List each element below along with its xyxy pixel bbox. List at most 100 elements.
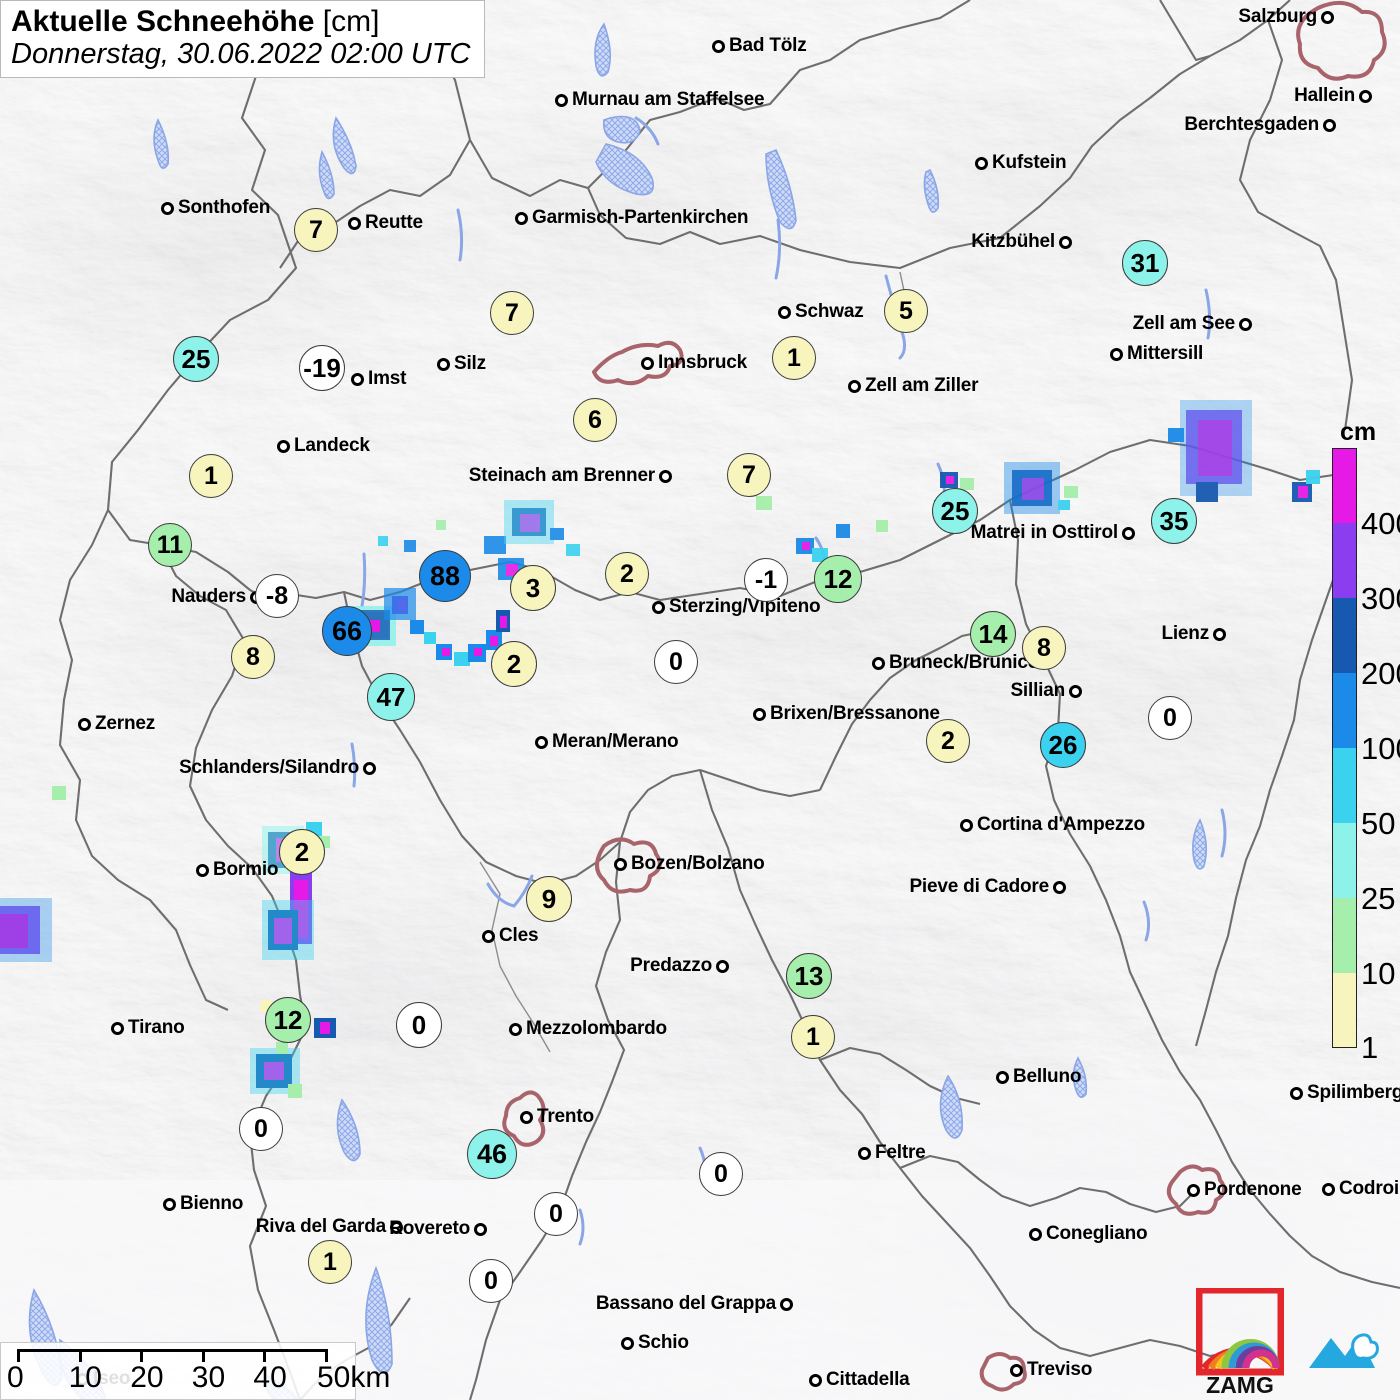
station-value-bubble[interactable]: 0 xyxy=(534,1192,578,1236)
geosphere-mountain-icon xyxy=(1309,1333,1379,1368)
station-value-bubble[interactable]: 2 xyxy=(491,641,537,687)
station-value-bubble[interactable]: 88 xyxy=(419,550,471,602)
station-value-bubble[interactable]: 47 xyxy=(367,673,415,721)
station-value-bubble[interactable]: 11 xyxy=(148,523,192,567)
place-label: Meran/Merano xyxy=(552,731,679,752)
station-value-bubble[interactable]: 12 xyxy=(265,997,311,1043)
place-dot-icon xyxy=(1053,880,1066,894)
station-value-bubble[interactable]: 1 xyxy=(772,336,816,380)
place-dot-icon xyxy=(363,761,376,775)
place-marker: Cortina d'Ampezzo xyxy=(960,814,1145,836)
colorbar-tick-label: 400 xyxy=(1361,506,1400,541)
place-label: Pordenone xyxy=(1204,1179,1302,1200)
station-value-bubble[interactable]: 12 xyxy=(814,555,862,603)
place-marker: Pordenone xyxy=(1187,1179,1302,1201)
station-value-bubble[interactable]: 25 xyxy=(173,336,219,382)
place-dot-icon xyxy=(196,863,209,877)
place-marker: Mezzolombardo xyxy=(509,1018,667,1040)
place-dot-icon xyxy=(652,600,665,614)
place-label: Bienno xyxy=(180,1193,244,1214)
station-value-bubble[interactable]: 2 xyxy=(605,552,649,596)
station-value-bubble[interactable]: 2 xyxy=(279,829,325,875)
station-value-bubble[interactable]: -19 xyxy=(299,345,345,391)
place-dot-icon xyxy=(1321,10,1334,24)
place-marker: Cittadella xyxy=(809,1369,910,1391)
place-label: Bormio xyxy=(213,859,279,880)
station-value-bubble[interactable]: 7 xyxy=(490,291,534,335)
station-value-bubble[interactable]: 46 xyxy=(467,1129,517,1179)
place-label: Murnau am Staffelsee xyxy=(572,89,765,110)
place-label: Landeck xyxy=(294,435,370,456)
station-value-bubble[interactable]: 25 xyxy=(932,488,978,534)
colorbar-band: 10 xyxy=(1332,898,1395,989)
colorbar-band: 50 xyxy=(1332,748,1395,839)
place-marker: Rovereto xyxy=(389,1218,487,1240)
place-marker: Bassano del Grappa xyxy=(596,1293,793,1315)
colorbar-unit-label: cm xyxy=(1340,418,1377,446)
place-dot-icon xyxy=(858,1146,871,1160)
title-text: Aktuelle Schneehöhe xyxy=(11,5,315,38)
station-value-bubble[interactable]: 9 xyxy=(526,876,572,922)
station-value-bubble[interactable]: 0 xyxy=(469,1259,513,1303)
place-dot-icon xyxy=(1290,1086,1303,1100)
station-value-bubble[interactable]: 0 xyxy=(239,1107,283,1151)
station-value-bubble[interactable]: -1 xyxy=(744,558,788,602)
station-value-bubble[interactable]: 7 xyxy=(294,208,338,252)
station-value-bubble[interactable]: 7 xyxy=(727,453,771,497)
place-label: Zernez xyxy=(95,713,156,734)
place-dot-icon xyxy=(809,1373,822,1387)
station-value-bubble[interactable]: 2 xyxy=(926,719,970,763)
place-dot-icon xyxy=(621,1336,634,1350)
station-value-bubble[interactable]: 0 xyxy=(699,1152,743,1196)
place-marker: Hallein xyxy=(1294,85,1372,107)
station-value-bubble[interactable]: 0 xyxy=(654,640,698,684)
place-label: Feltre xyxy=(875,1142,926,1163)
place-label: Kitzbühel xyxy=(971,231,1055,252)
place-marker: Nauders xyxy=(171,586,263,608)
station-value-bubble[interactable]: 13 xyxy=(786,953,832,999)
place-label: Pieve di Cadore xyxy=(909,876,1049,897)
station-value-bubble[interactable]: -8 xyxy=(255,574,299,618)
place-marker: Riva del Garda xyxy=(256,1216,403,1238)
station-value-bubble[interactable]: 3 xyxy=(510,565,556,611)
place-label: Spilimbergo xyxy=(1307,1082,1400,1103)
place-marker: Schio xyxy=(621,1332,689,1354)
map-title-box: Aktuelle Schneehöhe [cm] Donnerstag, 30.… xyxy=(0,0,486,79)
place-marker: Reutte xyxy=(348,212,423,234)
station-value-bubble[interactable]: 0 xyxy=(1148,696,1192,740)
station-value-bubble[interactable]: 14 xyxy=(970,611,1016,657)
place-label: Riva del Garda xyxy=(255,1216,386,1237)
place-marker: Murnau am Staffelsee xyxy=(555,89,765,111)
zamg-logo: ZAMG xyxy=(1196,1288,1284,1396)
station-value-bubble[interactable]: 26 xyxy=(1040,722,1086,768)
station-value-bubble[interactable]: 8 xyxy=(1022,626,1066,670)
station-value-bubble[interactable]: 5 xyxy=(884,289,928,333)
place-dot-icon xyxy=(555,93,568,107)
station-value-bubble[interactable]: 66 xyxy=(322,606,372,656)
place-marker: Spilimbergo xyxy=(1290,1082,1400,1104)
station-value-bubble[interactable]: 8 xyxy=(231,635,275,679)
place-label: Rovereto xyxy=(389,1218,470,1239)
place-marker: Garmisch-Partenkirchen xyxy=(515,207,749,229)
station-value-bubble[interactable]: 6 xyxy=(573,398,617,442)
station-value-bubble[interactable]: 35 xyxy=(1151,498,1197,544)
colorbar-tick-label: 100 xyxy=(1361,731,1400,766)
place-marker: Bormio xyxy=(196,859,279,881)
place-dot-icon xyxy=(1323,118,1336,132)
place-label: Nauders xyxy=(171,586,246,607)
place-label: Matrei in Osttirol xyxy=(970,522,1119,543)
place-marker: Imst xyxy=(351,368,406,390)
place-dot-icon xyxy=(614,857,627,871)
place-dot-icon xyxy=(1213,627,1226,641)
station-value-bubble[interactable]: 0 xyxy=(396,1002,442,1048)
national-borders xyxy=(58,0,1400,1400)
scale-bar-tick-label: 30 xyxy=(191,1361,226,1394)
station-value-bubble[interactable]: 1 xyxy=(189,454,233,498)
place-marker: Tirano xyxy=(111,1017,185,1039)
station-value-bubble[interactable]: 1 xyxy=(791,1015,835,1059)
place-dot-icon xyxy=(659,469,672,483)
station-value-bubble[interactable]: 31 xyxy=(1122,240,1168,286)
place-label: Zell am See xyxy=(1132,313,1236,334)
station-value-bubble[interactable]: 1 xyxy=(308,1240,352,1284)
